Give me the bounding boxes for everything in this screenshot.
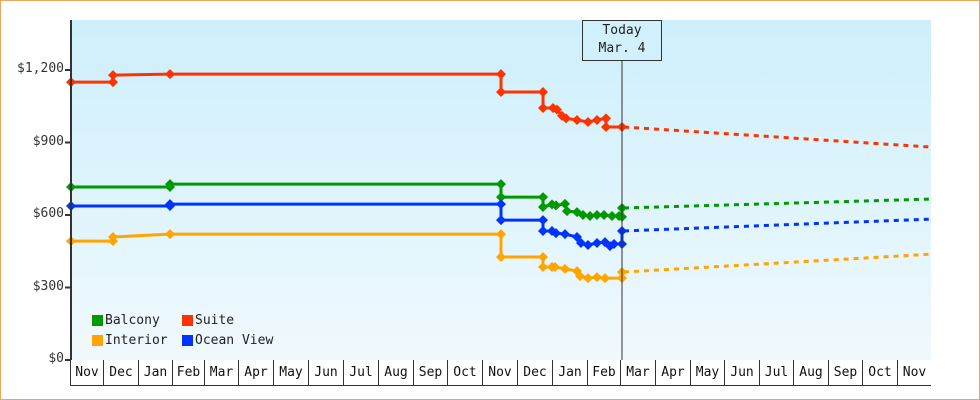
x-tick-label: May bbox=[273, 360, 308, 385]
legend-label: Suite bbox=[195, 312, 235, 328]
y-tick-label: $0 bbox=[48, 351, 64, 366]
legend-item-balcony: Balcony bbox=[92, 312, 182, 328]
x-tick-label: Jun bbox=[308, 360, 343, 385]
series-interior bbox=[66, 229, 932, 284]
legend-label: Balcony bbox=[105, 312, 160, 328]
x-tick-label: Dec bbox=[517, 360, 552, 385]
x-axis: Nov Dec Jan Feb Mar Apr May Jun Jul Aug Sep Oct Nov D… bbox=[70, 360, 931, 386]
legend-swatch bbox=[92, 314, 103, 326]
today-annotation: Today Mar. 4 bbox=[582, 20, 662, 61]
x-tick-label: Mar bbox=[204, 360, 238, 385]
x-tick-label: Apr bbox=[238, 360, 273, 385]
x-tick-label: Sep bbox=[828, 360, 862, 385]
x-tick-label: Aug bbox=[793, 360, 828, 385]
x-tick-label: Nov bbox=[70, 360, 103, 385]
x-tick-label: Mar bbox=[620, 360, 655, 385]
series-suite bbox=[66, 69, 932, 149]
series-layer bbox=[66, 69, 932, 284]
y-tick-label: $1,200 bbox=[17, 61, 64, 76]
x-tick-label: Oct bbox=[862, 360, 897, 385]
x-tick-label: Jan bbox=[552, 360, 587, 385]
legend-swatch bbox=[182, 314, 193, 326]
x-tick-label: Sep bbox=[413, 360, 447, 385]
x-tick-label: Nov bbox=[482, 360, 517, 385]
x-tick-label: Apr bbox=[655, 360, 690, 385]
legend-label: Ocean View bbox=[195, 332, 274, 348]
y-tick-label: $900 bbox=[32, 133, 64, 149]
x-tick-label: Feb bbox=[587, 360, 620, 385]
today-date: Mar. 4 bbox=[598, 41, 646, 56]
series-balcony bbox=[66, 179, 932, 222]
today-label: Today bbox=[602, 23, 642, 38]
y-tick-label: $300 bbox=[32, 278, 64, 294]
x-tick-label: Jul bbox=[343, 360, 378, 385]
legend-item-interior: Interior bbox=[92, 332, 182, 348]
x-tick-label: Aug bbox=[378, 360, 413, 385]
x-tick-label: Nov bbox=[897, 360, 931, 385]
x-tick-label: Oct bbox=[447, 360, 482, 385]
legend: Balcony Suite Interior Ocean View bbox=[92, 312, 282, 348]
x-tick-label: May bbox=[690, 360, 724, 385]
y-tick-label: $600 bbox=[32, 206, 64, 221]
legend-swatch bbox=[92, 334, 103, 346]
legend-item-ocean-view: Ocean View bbox=[182, 332, 282, 348]
legend-label: Interior bbox=[105, 332, 168, 348]
legend-item-suite: Suite bbox=[182, 312, 282, 328]
series-ocean-view bbox=[66, 199, 932, 252]
x-tick-label: Jun bbox=[724, 360, 759, 385]
x-tick-label: Jul bbox=[759, 360, 793, 385]
x-tick-label: Feb bbox=[172, 360, 204, 385]
x-tick-label: Jan bbox=[138, 360, 172, 385]
x-tick-label: Dec bbox=[103, 360, 138, 385]
legend-swatch bbox=[182, 334, 193, 346]
